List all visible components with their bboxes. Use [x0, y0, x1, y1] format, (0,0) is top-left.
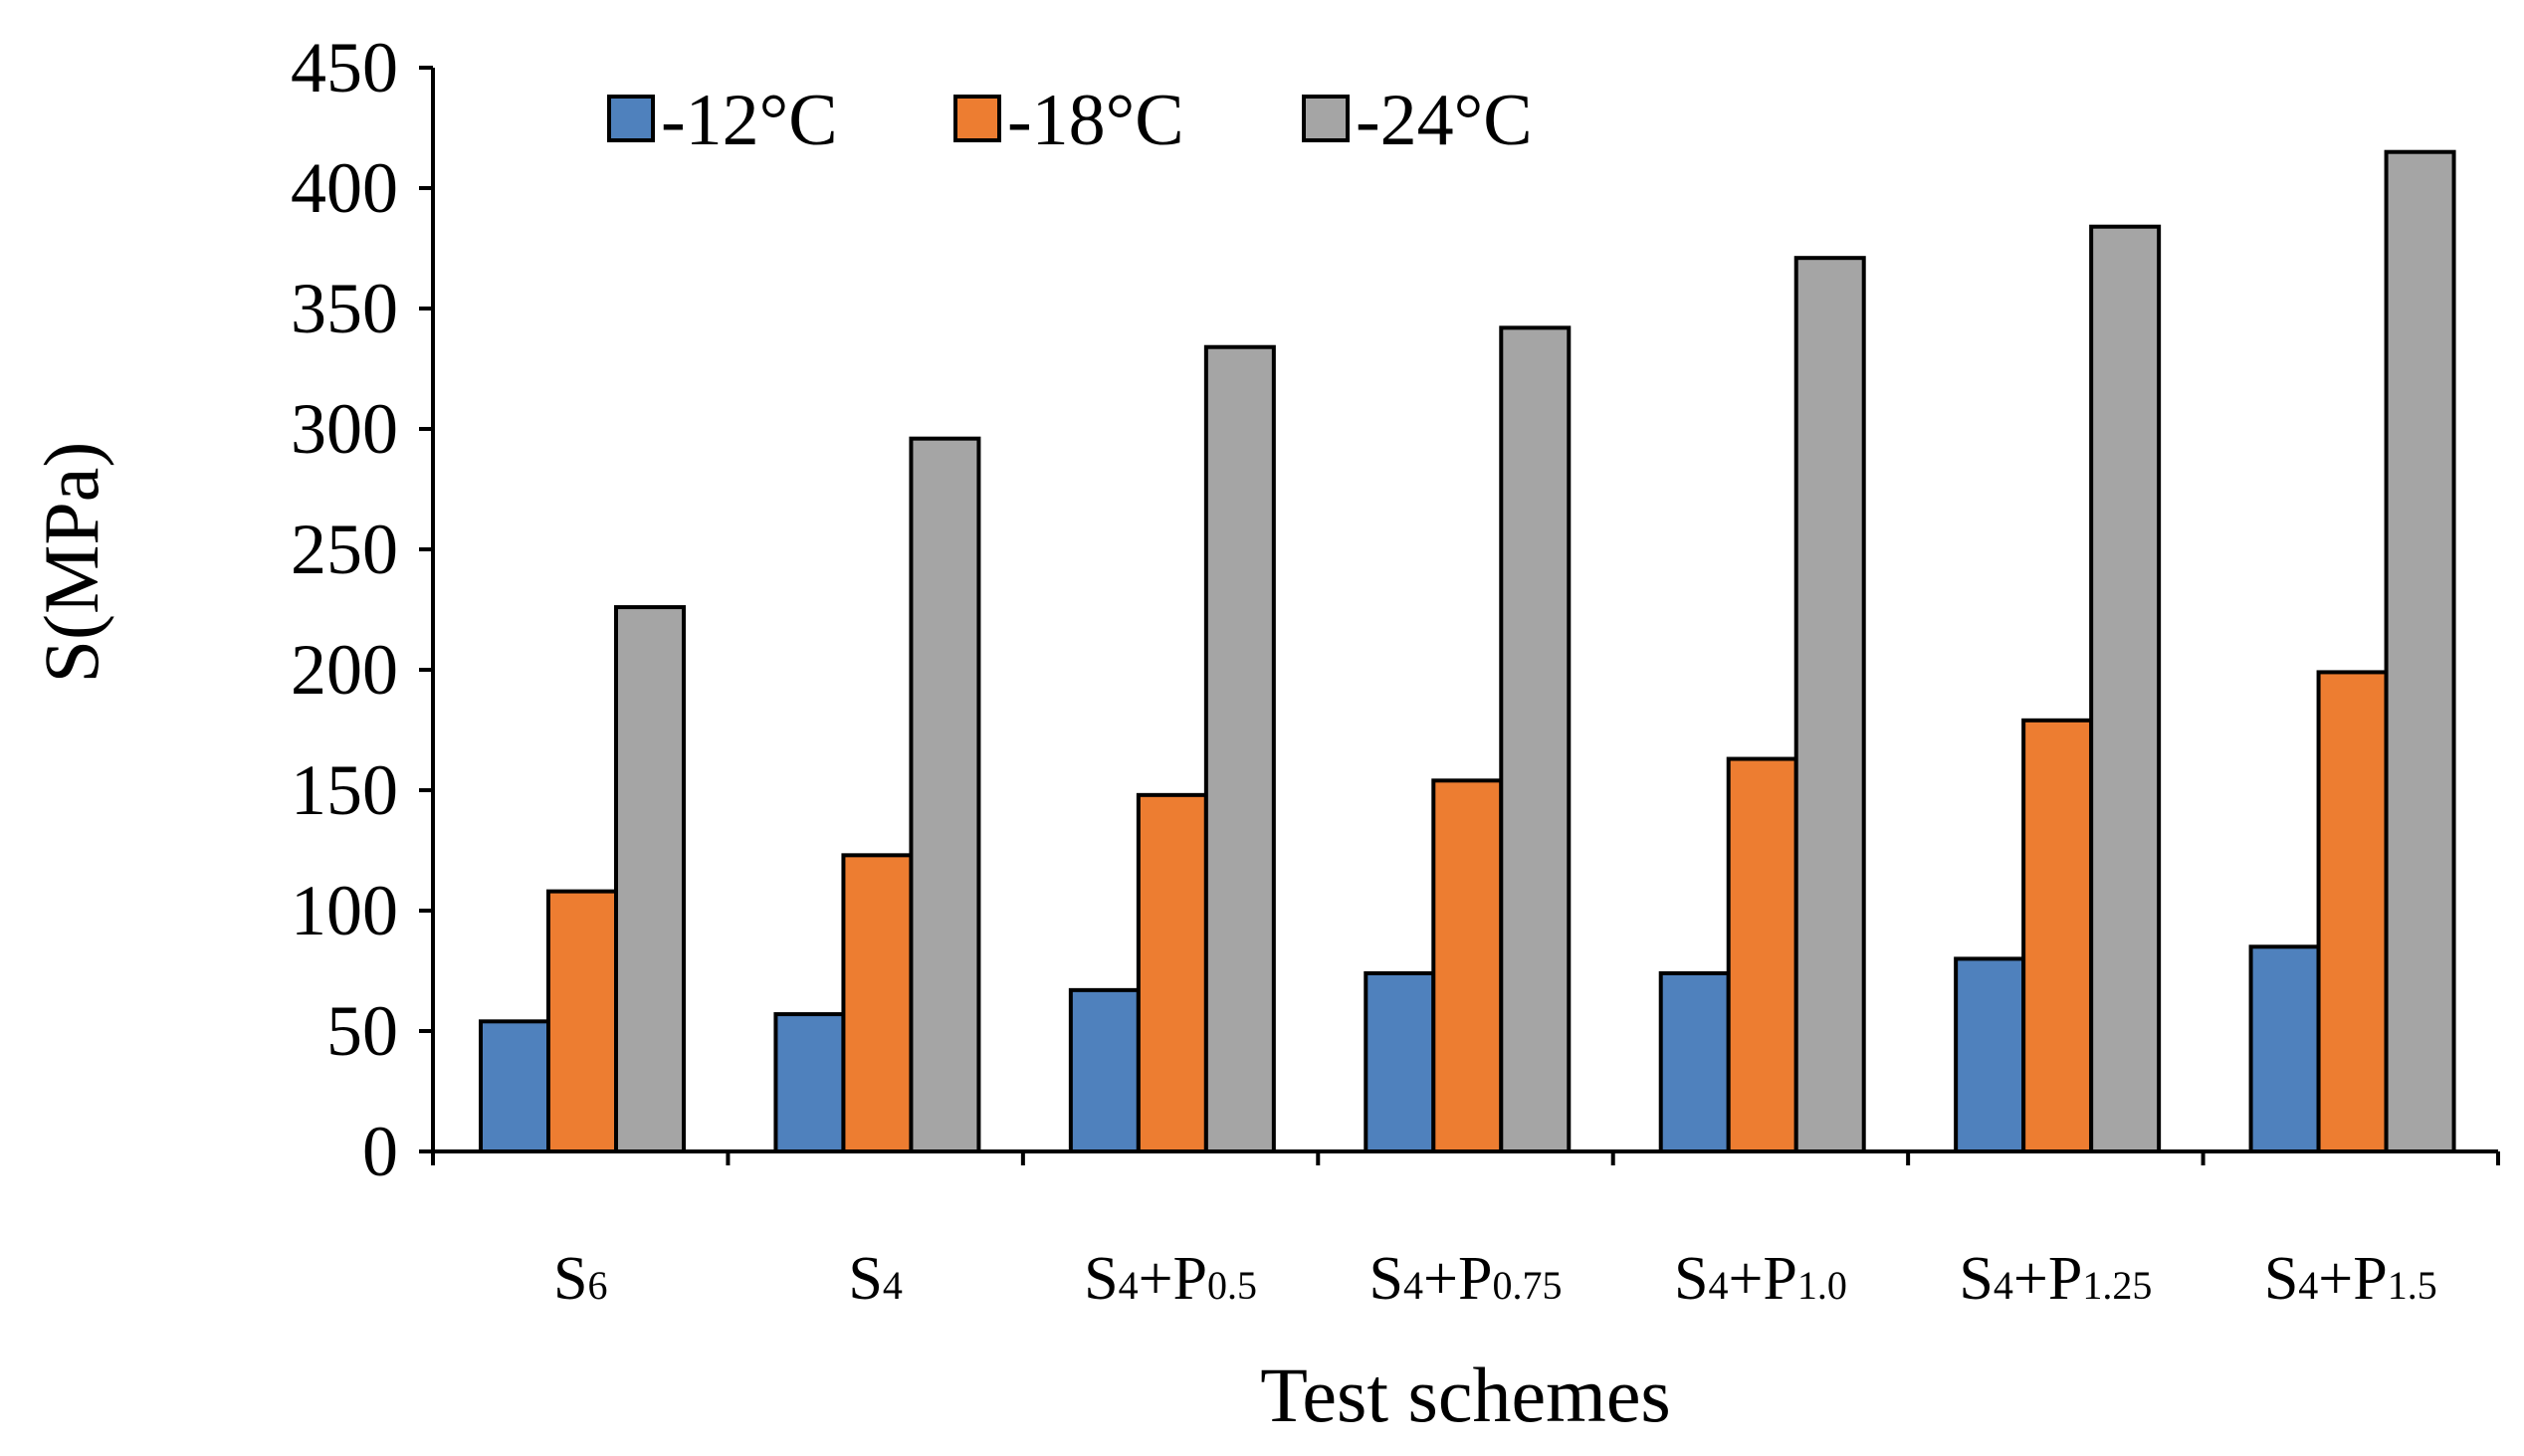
- y-tick-label: 250: [291, 510, 398, 589]
- bar--24C-5: [2089, 224, 2162, 1154]
- bar--12C-1: [773, 1012, 846, 1153]
- legend-label: -12°C: [661, 80, 838, 161]
- bar--18C-3: [1431, 778, 1504, 1153]
- legend-label: -24°C: [1356, 80, 1533, 161]
- bar--24C-2: [1203, 344, 1276, 1154]
- axes: [431, 68, 2500, 1165]
- bar--18C-6: [2316, 670, 2389, 1153]
- y-axis-ticks: 0 50 100 150 200 250 300 350 400 450: [291, 28, 433, 1191]
- y-tick-label: 0: [362, 1112, 398, 1191]
- bar--12C-4: [1658, 970, 1731, 1153]
- bar--12C-3: [1364, 970, 1436, 1153]
- bar--18C-2: [1136, 792, 1208, 1154]
- x-category-label: S4+P1.0: [1674, 1245, 1847, 1313]
- bar--18C-1: [841, 853, 914, 1154]
- x-category-label: S4: [848, 1245, 902, 1313]
- bar--12C-2: [1068, 987, 1141, 1153]
- y-tick-label: 100: [291, 871, 398, 950]
- legend: -12°C -18°C -24°C: [607, 80, 1533, 161]
- legend-label: -18°C: [1007, 80, 1184, 161]
- bar--12C-5: [1954, 956, 2026, 1154]
- y-tick-label: 450: [291, 28, 398, 107]
- bar--24C-1: [909, 436, 981, 1153]
- y-tick-label: 50: [326, 991, 398, 1071]
- x-category-label: S4+P0.5: [1084, 1245, 1257, 1313]
- bar--24C-6: [2384, 149, 2456, 1153]
- bar--24C-4: [1793, 256, 1866, 1153]
- x-category-label: S4+P1.5: [2264, 1245, 2437, 1313]
- y-tick-label: 200: [291, 630, 398, 710]
- bar--12C-6: [2248, 944, 2321, 1153]
- bar--18C-4: [1726, 756, 1798, 1153]
- x-axis-category-labels: S6 S4 S4+P0.5 S4+P0.75 S4+P1.0 S4+P1.25 S4+P1.…: [553, 1245, 2437, 1313]
- bars: [479, 149, 2456, 1154]
- y-tick-label: 350: [291, 269, 398, 348]
- legend-swatch: [1302, 95, 1350, 142]
- legend-swatch: [607, 95, 655, 142]
- bar--18C-5: [2021, 718, 2094, 1153]
- bar--12C-0: [479, 1019, 550, 1153]
- y-tick-label: 150: [291, 750, 398, 830]
- x-category-label: S4+P0.75: [1369, 1245, 1563, 1313]
- bar--24C-3: [1499, 325, 1572, 1153]
- y-tick-label: 400: [291, 148, 398, 228]
- legend-swatch: [953, 95, 1001, 142]
- x-axis-title: Test schemes: [1260, 1352, 1671, 1438]
- x-category-label: S4+P1.25: [1959, 1245, 2152, 1313]
- y-tick-label: 300: [291, 389, 398, 469]
- y-axis-title: S(MPa): [28, 442, 114, 684]
- bar--24C-0: [614, 605, 686, 1153]
- bar--18C-0: [546, 889, 618, 1153]
- x-category-label: S6: [553, 1245, 607, 1313]
